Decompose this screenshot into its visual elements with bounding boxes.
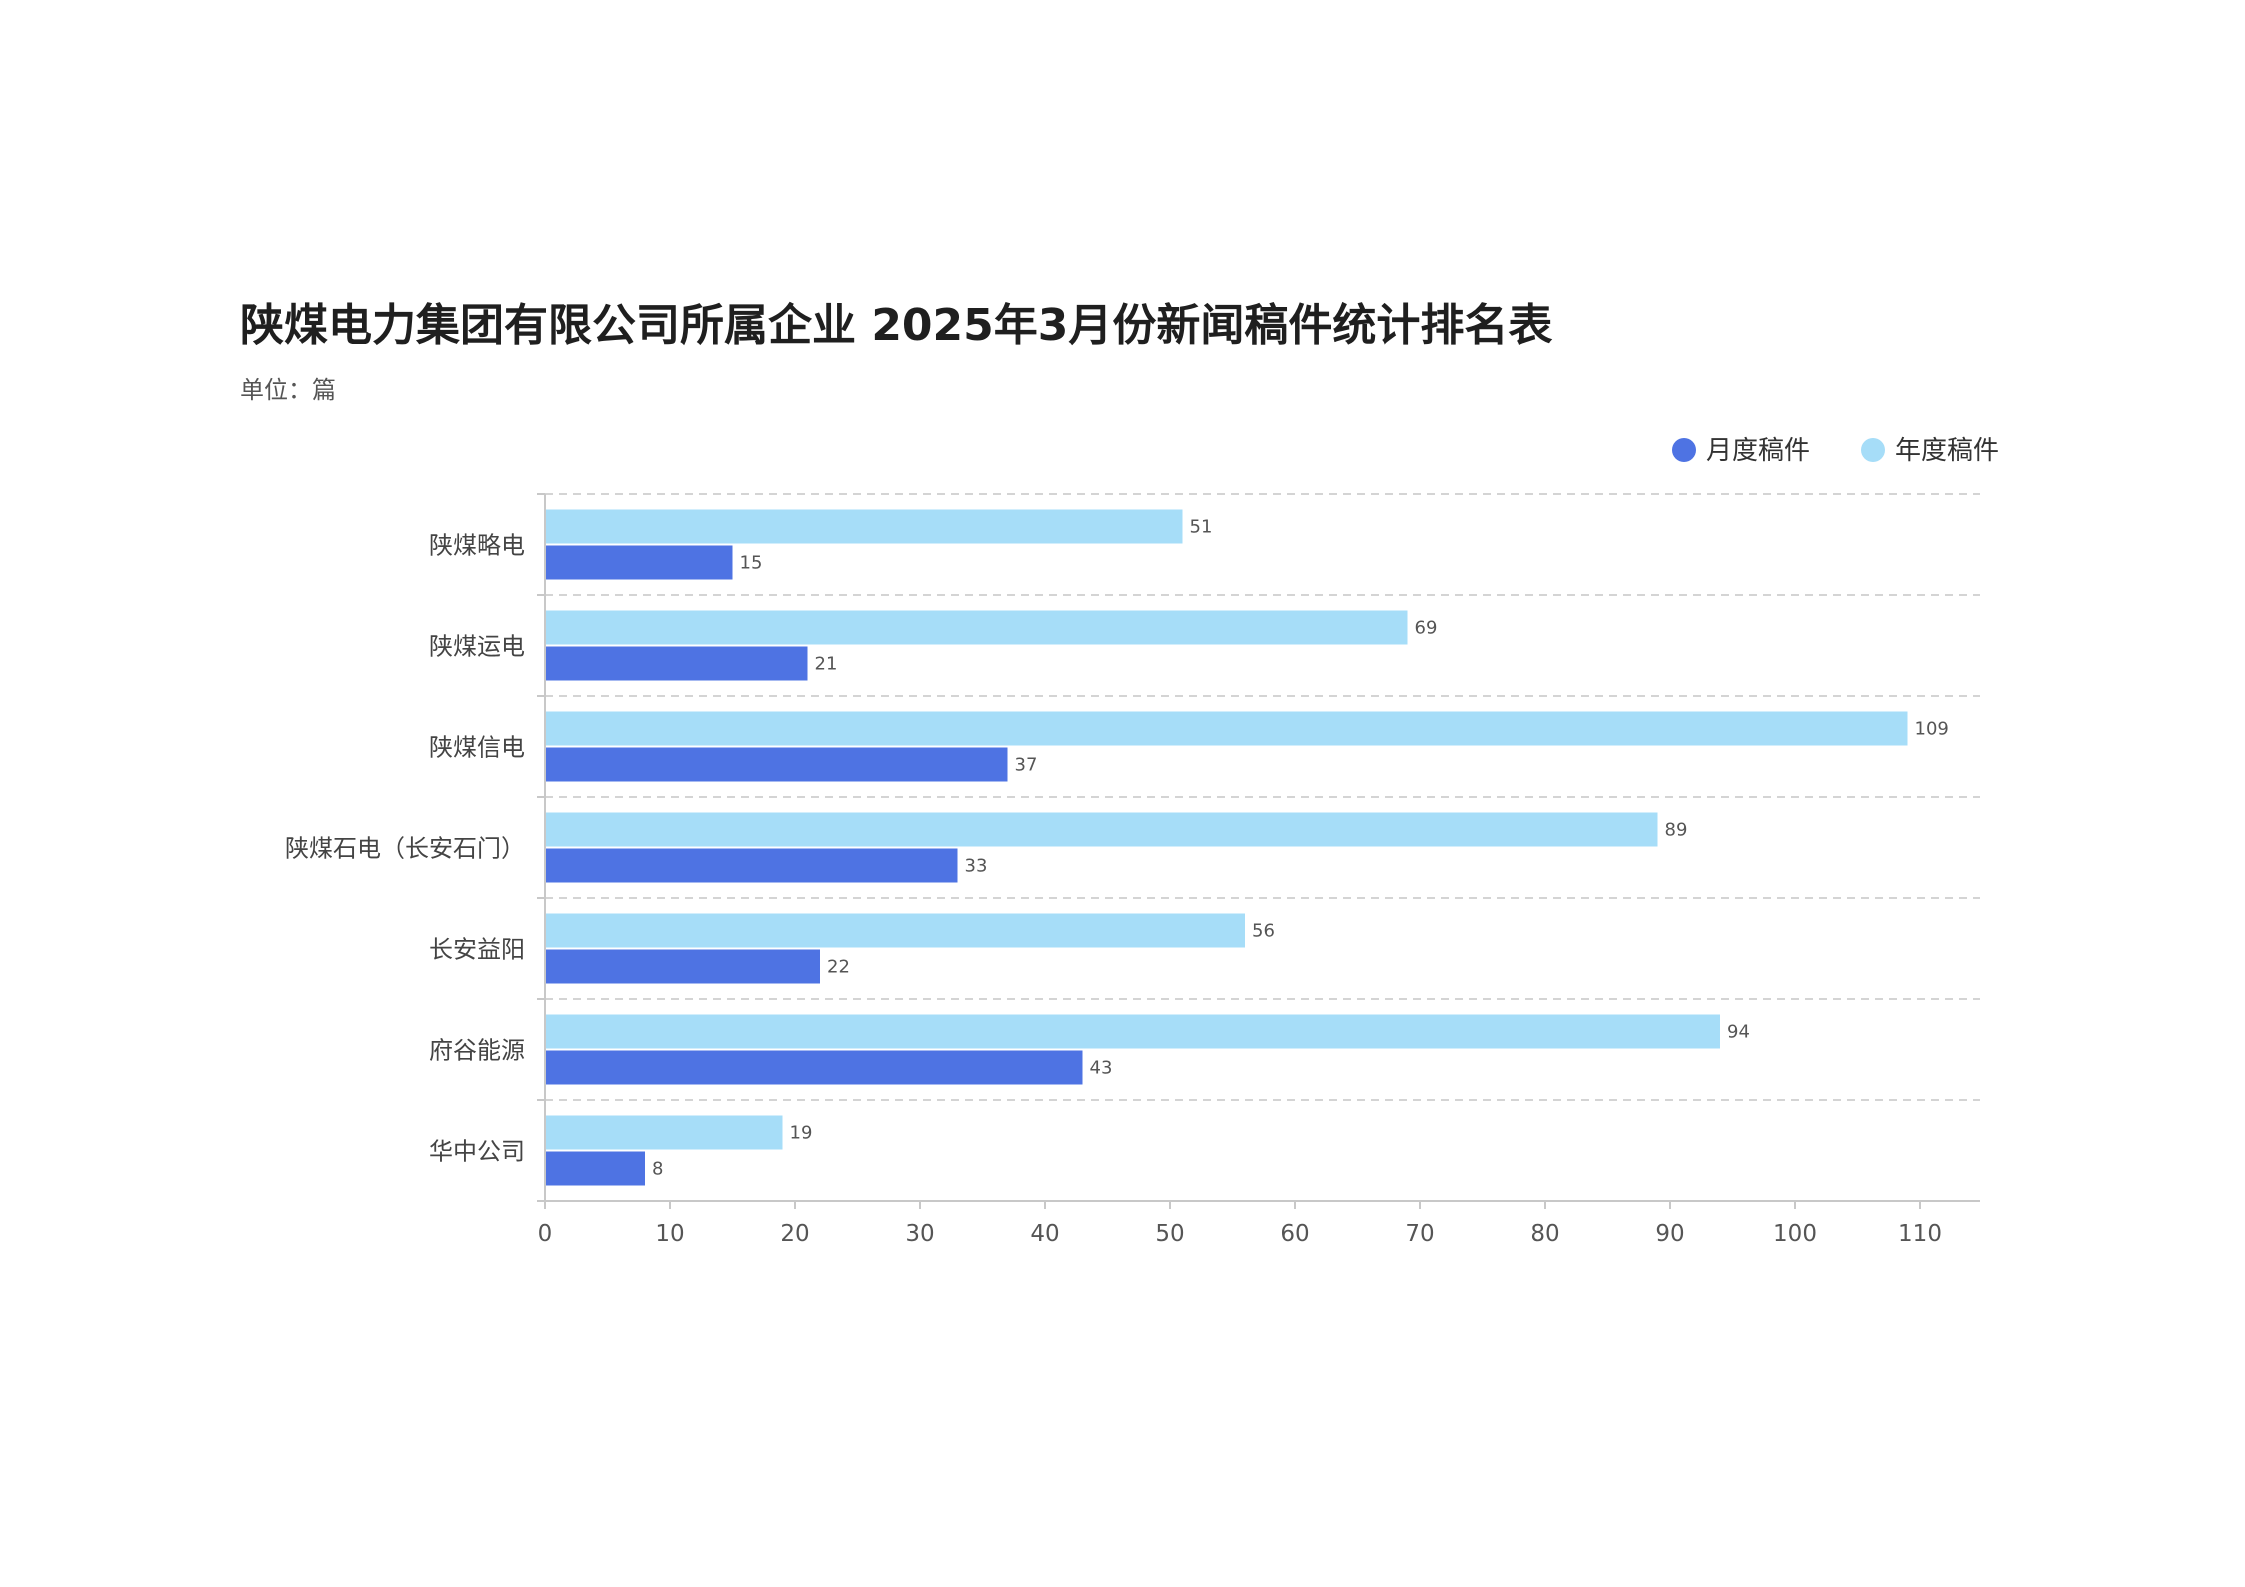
bar-monthly (545, 545, 733, 580)
data-label-monthly: 43 (1090, 1058, 1113, 1079)
grid-lines (545, 493, 1980, 1101)
x-tick-label: 30 (905, 1221, 934, 1247)
x-tick-label: 60 (1280, 1221, 1309, 1247)
chart-subtitle: 单位：篇 (240, 376, 336, 404)
data-label-yearly: 89 (1665, 820, 1688, 841)
data-label-monthly: 8 (652, 1159, 663, 1180)
x-tick-label: 70 (1405, 1221, 1434, 1247)
bar-monthly (545, 747, 1008, 782)
bar-monthly (545, 949, 820, 984)
legend: 月度稿件 年度稿件 (1672, 436, 1999, 466)
x-tick-label: 10 (655, 1221, 684, 1247)
category-label: 陕煤信电 (429, 734, 525, 762)
x-tick-label: 50 (1155, 1221, 1184, 1247)
x-tick-label: 90 (1655, 1221, 1684, 1247)
legend-marker (1672, 438, 1696, 462)
data-label-yearly: 56 (1252, 921, 1275, 942)
bar-monthly (545, 848, 958, 883)
x-tick-label: 0 (538, 1221, 553, 1247)
category-label: 陕煤略电 (429, 532, 525, 560)
legend-label: 月度稿件 (1706, 436, 1810, 466)
data-label-monthly: 33 (965, 856, 988, 877)
bar-monthly (545, 1151, 645, 1186)
category-label: 长安益阳 (429, 936, 525, 964)
x-tick-label: 80 (1530, 1221, 1559, 1247)
bar-yearly (545, 711, 1908, 746)
bars: 51 15 69 21 109 37 89 33 56 22 94 43 19 8 (545, 509, 1949, 1186)
data-label-yearly: 51 (1190, 517, 1213, 538)
data-label-yearly: 94 (1727, 1022, 1750, 1043)
x-tick-label: 100 (1773, 1221, 1817, 1247)
data-label-monthly: 21 (815, 654, 838, 675)
category-label: 陕煤运电 (429, 633, 525, 661)
legend-label: 年度稿件 (1895, 436, 1999, 466)
bar-yearly (545, 610, 1408, 645)
bar-yearly (545, 1115, 783, 1150)
x-tick-label: 40 (1030, 1221, 1059, 1247)
x-tick-label: 20 (780, 1221, 809, 1247)
category-label: 陕煤石电（长安石门） (285, 835, 525, 863)
data-label-monthly: 37 (1015, 755, 1038, 776)
bar-yearly (545, 913, 1245, 948)
bar-yearly (545, 812, 1658, 847)
chart-title: 陕煤电力集团有限公司所属企业 2025年3月份新闻稿件统计排名表 (240, 300, 1552, 351)
bar-yearly (545, 1014, 1720, 1049)
legend-marker (1861, 438, 1885, 462)
data-label-yearly: 109 (1915, 719, 1949, 740)
x-tick-label: 110 (1898, 1221, 1942, 1247)
category-label: 府谷能源 (429, 1037, 525, 1065)
category-label: 华中公司 (429, 1138, 525, 1166)
bar-monthly (545, 1050, 1083, 1085)
data-label-yearly: 19 (790, 1123, 813, 1144)
bar-yearly (545, 509, 1183, 544)
data-label-monthly: 22 (827, 957, 850, 978)
bar-monthly (545, 646, 808, 681)
data-label-yearly: 69 (1415, 618, 1438, 639)
axes: 0 10 20 30 40 50 60 70 80 90 100 110 陕煤略电陕煤运电陕煤信电陕煤石… (285, 493, 1980, 1247)
data-label-monthly: 15 (740, 553, 763, 574)
